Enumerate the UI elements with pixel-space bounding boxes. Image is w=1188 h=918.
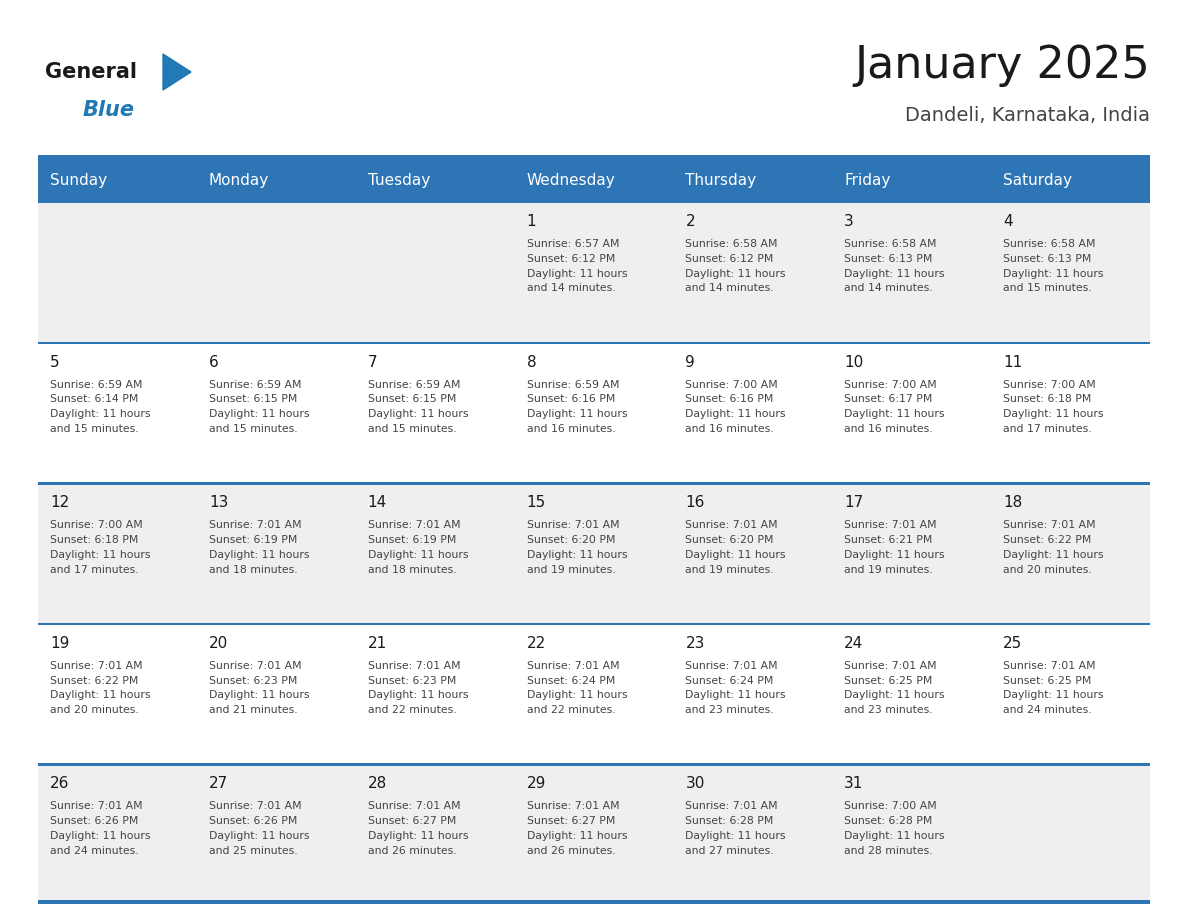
Text: Sunrise: 7:01 AM
Sunset: 6:25 PM
Daylight: 11 hours
and 24 minutes.: Sunrise: 7:01 AM Sunset: 6:25 PM Dayligh… — [1003, 661, 1104, 715]
Text: 11: 11 — [1003, 354, 1023, 370]
Text: 30: 30 — [685, 777, 704, 791]
Text: Sunrise: 7:01 AM
Sunset: 6:20 PM
Daylight: 11 hours
and 19 minutes.: Sunrise: 7:01 AM Sunset: 6:20 PM Dayligh… — [526, 521, 627, 575]
Bar — [38, 900, 1150, 904]
Bar — [38, 155, 1150, 159]
Text: Sunrise: 6:59 AM
Sunset: 6:14 PM
Daylight: 11 hours
and 15 minutes.: Sunrise: 6:59 AM Sunset: 6:14 PM Dayligh… — [50, 380, 151, 434]
Text: Sunrise: 7:01 AM
Sunset: 6:22 PM
Daylight: 11 hours
and 20 minutes.: Sunrise: 7:01 AM Sunset: 6:22 PM Dayligh… — [1003, 521, 1104, 575]
Text: Sunrise: 7:01 AM
Sunset: 6:23 PM
Daylight: 11 hours
and 21 minutes.: Sunrise: 7:01 AM Sunset: 6:23 PM Dayligh… — [209, 661, 309, 715]
Text: Sunrise: 7:00 AM
Sunset: 6:28 PM
Daylight: 11 hours
and 28 minutes.: Sunrise: 7:00 AM Sunset: 6:28 PM Dayligh… — [845, 801, 944, 856]
Text: 13: 13 — [209, 495, 228, 510]
Bar — [38, 341, 1150, 344]
Text: Sunrise: 7:01 AM
Sunset: 6:24 PM
Daylight: 11 hours
and 22 minutes.: Sunrise: 7:01 AM Sunset: 6:24 PM Dayligh… — [526, 661, 627, 715]
Text: Dandeli, Karnataka, India: Dandeli, Karnataka, India — [905, 106, 1150, 125]
Text: 15: 15 — [526, 495, 545, 510]
Text: Saturday: Saturday — [1003, 173, 1072, 187]
Text: Wednesday: Wednesday — [526, 173, 615, 187]
Text: Sunrise: 7:01 AM
Sunset: 6:28 PM
Daylight: 11 hours
and 27 minutes.: Sunrise: 7:01 AM Sunset: 6:28 PM Dayligh… — [685, 801, 786, 856]
Text: 31: 31 — [845, 777, 864, 791]
Bar — [38, 482, 1150, 485]
Bar — [38, 201, 1150, 203]
Bar — [38, 482, 1150, 622]
Polygon shape — [163, 54, 191, 90]
Bar — [38, 159, 1150, 201]
Text: Sunday: Sunday — [50, 173, 107, 187]
Text: Sunrise: 6:58 AM
Sunset: 6:13 PM
Daylight: 11 hours
and 14 minutes.: Sunrise: 6:58 AM Sunset: 6:13 PM Dayligh… — [845, 239, 944, 294]
Text: 4: 4 — [1003, 214, 1012, 229]
Text: Sunrise: 6:58 AM
Sunset: 6:12 PM
Daylight: 11 hours
and 14 minutes.: Sunrise: 6:58 AM Sunset: 6:12 PM Dayligh… — [685, 239, 786, 294]
Bar — [38, 622, 1150, 764]
Text: 3: 3 — [845, 214, 854, 229]
Text: Sunrise: 7:01 AM
Sunset: 6:21 PM
Daylight: 11 hours
and 19 minutes.: Sunrise: 7:01 AM Sunset: 6:21 PM Dayligh… — [845, 521, 944, 575]
Text: January 2025: January 2025 — [854, 43, 1150, 86]
Text: 9: 9 — [685, 354, 695, 370]
Text: 7: 7 — [368, 354, 378, 370]
Text: 6: 6 — [209, 354, 219, 370]
Text: Sunrise: 6:59 AM
Sunset: 6:15 PM
Daylight: 11 hours
and 15 minutes.: Sunrise: 6:59 AM Sunset: 6:15 PM Dayligh… — [209, 380, 309, 434]
Text: Sunrise: 6:58 AM
Sunset: 6:13 PM
Daylight: 11 hours
and 15 minutes.: Sunrise: 6:58 AM Sunset: 6:13 PM Dayligh… — [1003, 239, 1104, 294]
Text: Sunrise: 7:01 AM
Sunset: 6:26 PM
Daylight: 11 hours
and 24 minutes.: Sunrise: 7:01 AM Sunset: 6:26 PM Dayligh… — [50, 801, 151, 856]
Text: Sunrise: 7:01 AM
Sunset: 6:27 PM
Daylight: 11 hours
and 26 minutes.: Sunrise: 7:01 AM Sunset: 6:27 PM Dayligh… — [526, 801, 627, 856]
Text: 28: 28 — [368, 777, 387, 791]
Text: Sunrise: 7:01 AM
Sunset: 6:26 PM
Daylight: 11 hours
and 25 minutes.: Sunrise: 7:01 AM Sunset: 6:26 PM Dayligh… — [209, 801, 309, 856]
Text: Sunrise: 7:00 AM
Sunset: 6:16 PM
Daylight: 11 hours
and 16 minutes.: Sunrise: 7:00 AM Sunset: 6:16 PM Dayligh… — [685, 380, 786, 434]
Text: Monday: Monday — [209, 173, 270, 187]
Text: Sunrise: 7:01 AM
Sunset: 6:20 PM
Daylight: 11 hours
and 19 minutes.: Sunrise: 7:01 AM Sunset: 6:20 PM Dayligh… — [685, 521, 786, 575]
Text: 21: 21 — [368, 636, 387, 651]
Text: 17: 17 — [845, 495, 864, 510]
Bar — [38, 764, 1150, 904]
Bar — [38, 201, 1150, 341]
Text: 24: 24 — [845, 636, 864, 651]
Text: 29: 29 — [526, 777, 546, 791]
Text: General: General — [45, 62, 137, 82]
Text: Sunrise: 7:00 AM
Sunset: 6:18 PM
Daylight: 11 hours
and 17 minutes.: Sunrise: 7:00 AM Sunset: 6:18 PM Dayligh… — [50, 521, 151, 575]
Text: 20: 20 — [209, 636, 228, 651]
Text: Sunrise: 7:01 AM
Sunset: 6:24 PM
Daylight: 11 hours
and 23 minutes.: Sunrise: 7:01 AM Sunset: 6:24 PM Dayligh… — [685, 661, 786, 715]
Text: Sunrise: 7:01 AM
Sunset: 6:25 PM
Daylight: 11 hours
and 23 minutes.: Sunrise: 7:01 AM Sunset: 6:25 PM Dayligh… — [845, 661, 944, 715]
Text: 12: 12 — [50, 495, 69, 510]
Bar — [38, 764, 1150, 766]
Text: 25: 25 — [1003, 636, 1023, 651]
Text: Sunrise: 7:00 AM
Sunset: 6:17 PM
Daylight: 11 hours
and 16 minutes.: Sunrise: 7:00 AM Sunset: 6:17 PM Dayligh… — [845, 380, 944, 434]
Text: Sunrise: 6:59 AM
Sunset: 6:15 PM
Daylight: 11 hours
and 15 minutes.: Sunrise: 6:59 AM Sunset: 6:15 PM Dayligh… — [368, 380, 468, 434]
Text: Thursday: Thursday — [685, 173, 757, 187]
Text: Sunrise: 7:01 AM
Sunset: 6:27 PM
Daylight: 11 hours
and 26 minutes.: Sunrise: 7:01 AM Sunset: 6:27 PM Dayligh… — [368, 801, 468, 856]
Text: Sunrise: 6:59 AM
Sunset: 6:16 PM
Daylight: 11 hours
and 16 minutes.: Sunrise: 6:59 AM Sunset: 6:16 PM Dayligh… — [526, 380, 627, 434]
Text: Sunrise: 6:57 AM
Sunset: 6:12 PM
Daylight: 11 hours
and 14 minutes.: Sunrise: 6:57 AM Sunset: 6:12 PM Dayligh… — [526, 239, 627, 294]
Text: 5: 5 — [50, 354, 59, 370]
Text: Tuesday: Tuesday — [368, 173, 430, 187]
Text: Sunrise: 7:01 AM
Sunset: 6:23 PM
Daylight: 11 hours
and 22 minutes.: Sunrise: 7:01 AM Sunset: 6:23 PM Dayligh… — [368, 661, 468, 715]
Text: 8: 8 — [526, 354, 536, 370]
Text: Sunrise: 7:01 AM
Sunset: 6:19 PM
Daylight: 11 hours
and 18 minutes.: Sunrise: 7:01 AM Sunset: 6:19 PM Dayligh… — [209, 521, 309, 575]
Text: 27: 27 — [209, 777, 228, 791]
Text: Friday: Friday — [845, 173, 891, 187]
Text: 19: 19 — [50, 636, 69, 651]
Text: 2: 2 — [685, 214, 695, 229]
Text: 22: 22 — [526, 636, 545, 651]
Text: 1: 1 — [526, 214, 536, 229]
Text: 18: 18 — [1003, 495, 1023, 510]
Text: Sunrise: 7:01 AM
Sunset: 6:22 PM
Daylight: 11 hours
and 20 minutes.: Sunrise: 7:01 AM Sunset: 6:22 PM Dayligh… — [50, 661, 151, 715]
Text: 14: 14 — [368, 495, 387, 510]
Text: Blue: Blue — [83, 100, 135, 120]
Text: 26: 26 — [50, 777, 69, 791]
Text: 16: 16 — [685, 495, 704, 510]
Text: Sunrise: 7:01 AM
Sunset: 6:19 PM
Daylight: 11 hours
and 18 minutes.: Sunrise: 7:01 AM Sunset: 6:19 PM Dayligh… — [368, 521, 468, 575]
Text: 10: 10 — [845, 354, 864, 370]
Text: 23: 23 — [685, 636, 704, 651]
Bar — [38, 622, 1150, 625]
Bar — [38, 341, 1150, 482]
Text: Sunrise: 7:00 AM
Sunset: 6:18 PM
Daylight: 11 hours
and 17 minutes.: Sunrise: 7:00 AM Sunset: 6:18 PM Dayligh… — [1003, 380, 1104, 434]
